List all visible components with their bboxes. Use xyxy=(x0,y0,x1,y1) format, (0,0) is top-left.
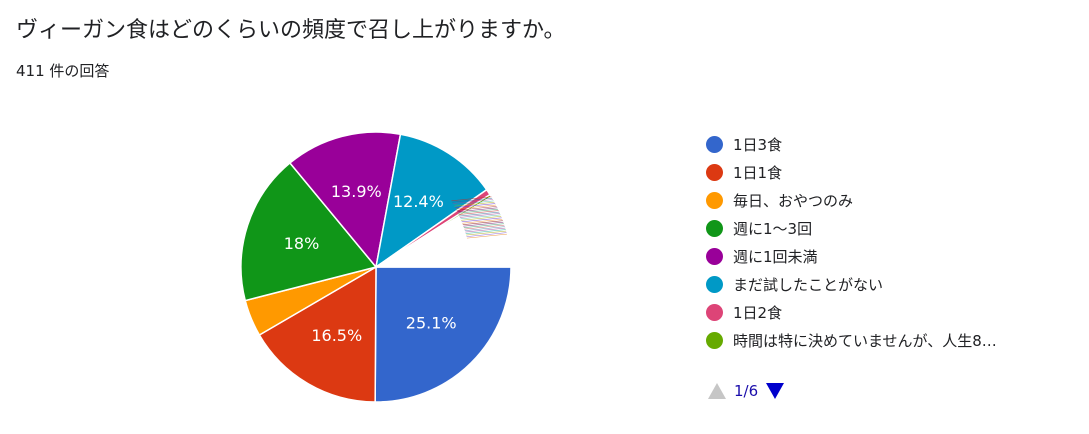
legend-item[interactable]: 毎日、おやつのみ xyxy=(706,186,997,214)
pie-slice[interactable] xyxy=(258,265,377,403)
pie-slice[interactable] xyxy=(240,161,378,302)
pie-tail-hatch xyxy=(452,199,493,204)
pie-slice[interactable] xyxy=(374,133,488,269)
legend-item[interactable]: 週に1回未満 xyxy=(706,242,997,270)
pie-tail-hatch xyxy=(455,204,496,210)
legend-dot-icon xyxy=(706,135,723,153)
pie-tail-hatch xyxy=(452,197,493,203)
pie-tail-hatch xyxy=(457,208,499,214)
pie-tail-hatch xyxy=(466,232,507,237)
legend-dot-icon xyxy=(706,303,723,321)
pie-tail-hatch xyxy=(463,221,504,227)
chart-legend: 1日3食 1日1食 毎日、おやつのみ 週に1〜3回 週に1回未満 まだ試したこと… xyxy=(706,130,997,354)
question-title: ヴィーガン食はどのくらいの頻度で召し上がりますか。 xyxy=(16,18,566,43)
legend-item[interactable]: 週に1〜3回 xyxy=(706,214,997,242)
pie-tail-hatch xyxy=(457,207,498,213)
legend-item[interactable]: 1日1食 xyxy=(706,158,997,186)
pie-slice[interactable] xyxy=(374,266,512,403)
pie-tail-hatch xyxy=(455,203,496,208)
next-page-icon[interactable] xyxy=(766,383,785,399)
legend-label: 時間は特に決めていませんが、人生8… xyxy=(733,331,997,350)
pie-tail-hatch xyxy=(466,233,507,239)
pie-tail-hatch xyxy=(459,211,500,217)
pie-tail-hatch xyxy=(451,196,492,202)
slice-label: 13.9% xyxy=(331,182,382,201)
legend-label: 1日2食 xyxy=(733,303,783,322)
pie-tail-hatch xyxy=(463,223,504,228)
slice-label: 18% xyxy=(284,234,320,253)
pie-tail-hatch xyxy=(466,230,507,236)
legend-item[interactable]: 1日2食 xyxy=(706,298,997,326)
legend-pager: 1/6 xyxy=(708,382,785,400)
legend-dot-icon xyxy=(706,331,723,349)
pie-tail-hatch xyxy=(453,200,494,206)
legend-item[interactable]: 時間は特に決めていませんが、人生8… xyxy=(706,326,997,354)
pie-tail-hatch xyxy=(462,218,503,224)
pie-tail-hatch xyxy=(454,201,495,207)
legend-dot-icon xyxy=(706,219,723,237)
pie-tail-hatch xyxy=(464,226,505,231)
legend-item[interactable]: まだ試したことがない xyxy=(706,270,997,298)
legend-label: 週に1〜3回 xyxy=(733,219,813,238)
page-indicator: 1/6 xyxy=(734,382,759,400)
legend-dot-icon xyxy=(706,191,723,209)
pie-slice[interactable] xyxy=(288,131,402,269)
legend-item[interactable]: 1日3食 xyxy=(706,130,997,158)
pie-tail-hatch xyxy=(461,216,502,221)
pie-tail-hatch xyxy=(465,227,506,233)
pie-tail-hatch xyxy=(456,206,497,211)
pie-tail-hatch xyxy=(464,224,505,230)
pie-tail-hatch xyxy=(460,214,501,220)
legend-dot-icon xyxy=(706,247,723,265)
pie-tail-hatch xyxy=(458,210,499,215)
pie-tail-hatch xyxy=(459,213,500,218)
legend-label: 週に1回未満 xyxy=(733,247,818,266)
legend-label: 1日3食 xyxy=(733,135,783,154)
pie-tail-hatch xyxy=(461,217,502,223)
legend-dot-icon xyxy=(706,275,723,293)
prev-page-icon[interactable] xyxy=(708,383,726,399)
pie-tail-hatch xyxy=(462,220,503,225)
legend-label: まだ試したことがない xyxy=(733,275,884,294)
slice-label: 16.5% xyxy=(311,326,362,345)
slice-label: 25.1% xyxy=(406,314,457,333)
response-count: 411 件の回答 xyxy=(16,62,110,80)
pie-tail-hatch xyxy=(465,229,506,234)
legend-dot-icon xyxy=(706,163,723,181)
legend-label: 毎日、おやつのみ xyxy=(733,191,854,210)
slice-label: 12.4% xyxy=(393,192,444,211)
legend-label: 1日1食 xyxy=(733,163,783,182)
